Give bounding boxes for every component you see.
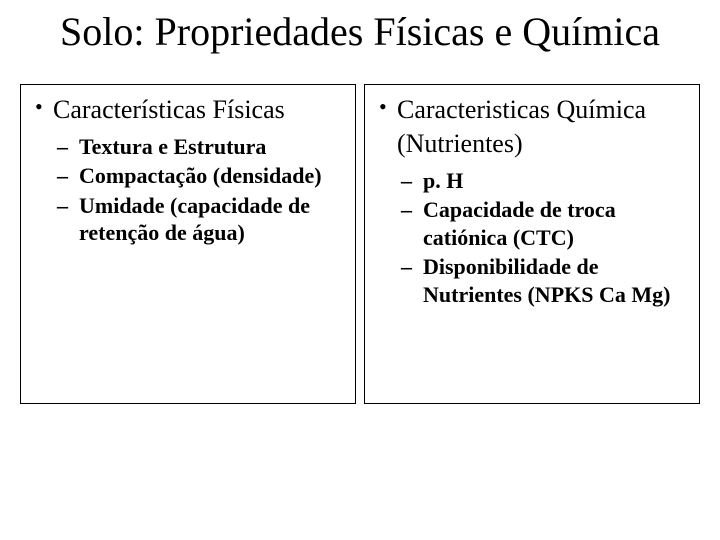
list-item: Compactação (densidade) xyxy=(53,162,345,190)
list-item: p. H xyxy=(397,167,689,195)
left-list: Características Físicas Textura e Estrut… xyxy=(31,93,345,247)
right-list: Caracteristicas Química (Nutrientes) p. … xyxy=(375,93,689,308)
content-columns: Características Físicas Textura e Estrut… xyxy=(20,84,700,404)
list-item: Capacidade de troca catiónica (CTC) xyxy=(397,196,689,251)
left-heading-item: Características Físicas Textura e Estrut… xyxy=(31,93,345,247)
list-item: Textura e Estrutura xyxy=(53,133,345,161)
right-heading-item: Caracteristicas Química (Nutrientes) p. … xyxy=(375,93,689,308)
list-item: Disponibilidade de Nutrientes (NPKS Ca M… xyxy=(397,253,689,308)
left-sublist: Textura e Estrutura Compactação (densida… xyxy=(53,133,345,247)
left-heading-text: Características Físicas xyxy=(53,95,285,124)
right-sublist: p. H Capacidade de troca catiónica (CTC)… xyxy=(397,167,689,309)
list-item: Umidade (capacidade de retenção de água) xyxy=(53,192,345,247)
slide: Solo: Propriedades Físicas e Química Car… xyxy=(0,0,720,540)
left-column: Características Físicas Textura e Estrut… xyxy=(20,84,356,404)
slide-title: Solo: Propriedades Físicas e Química xyxy=(20,10,700,54)
right-column: Caracteristicas Química (Nutrientes) p. … xyxy=(364,84,700,404)
right-heading-text: Caracteristicas Química (Nutrientes) xyxy=(397,95,646,158)
